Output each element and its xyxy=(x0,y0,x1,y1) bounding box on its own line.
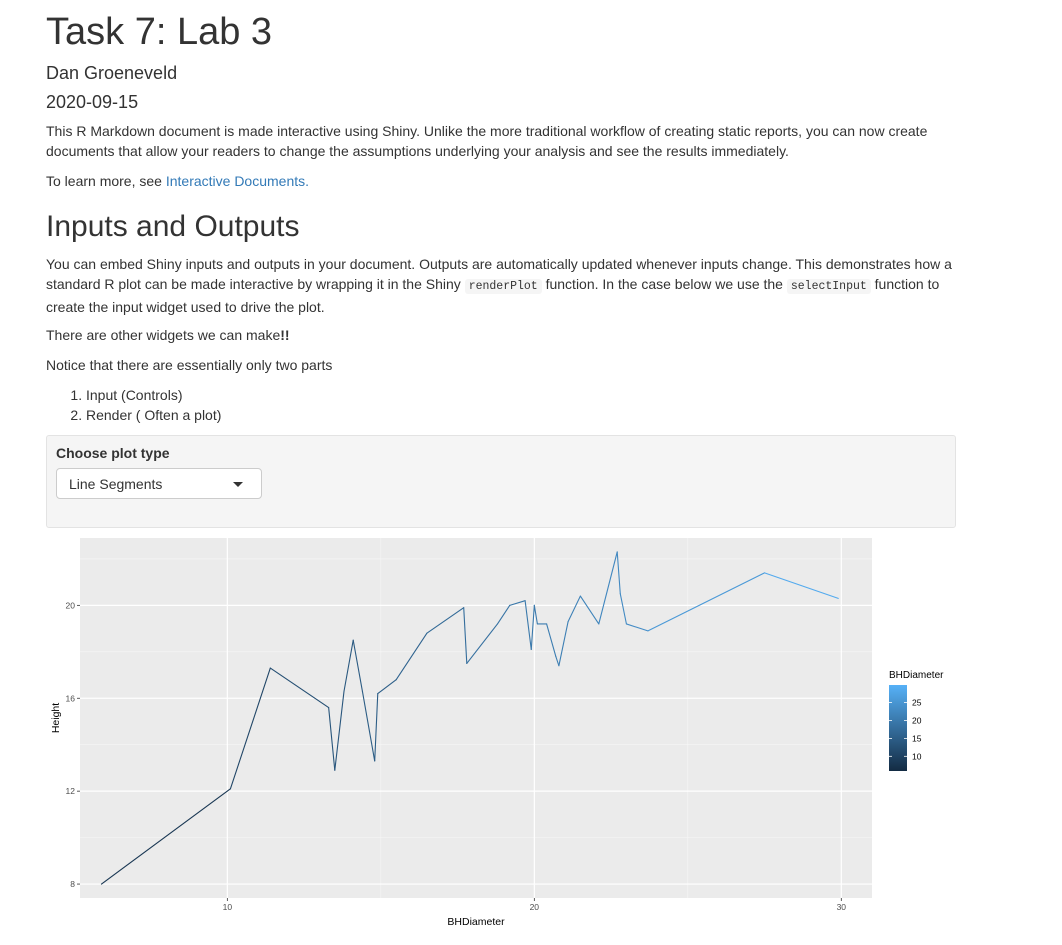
y-tick-label: 16 xyxy=(66,693,76,703)
line-segment xyxy=(352,639,363,692)
line-segment xyxy=(334,690,345,771)
line-segment xyxy=(463,607,468,664)
parts-list: Input (Controls) Render ( Often a plot) xyxy=(46,385,221,425)
line-segment xyxy=(598,551,618,625)
inputs-outputs-paragraph: You can embed Shiny inputs and outputs i… xyxy=(46,254,956,317)
x-axis-title: BHDiameter xyxy=(447,916,505,928)
learn-more-suffix: . xyxy=(305,173,310,189)
legend-colorbar xyxy=(889,685,907,771)
page-title: Task 7: Lab 3 xyxy=(46,11,273,53)
y-tick-label: 20 xyxy=(66,600,76,610)
x-tick-label: 20 xyxy=(530,902,540,912)
plot-panel xyxy=(80,538,872,898)
legend-title: BHDiameter xyxy=(889,670,944,681)
legend-tick-label: 25 xyxy=(912,698,922,708)
line-segment xyxy=(395,632,428,681)
line-segment xyxy=(100,788,231,885)
y-tick-label: 12 xyxy=(66,786,76,796)
author: Dan Groeneveld xyxy=(46,63,178,83)
line-segment xyxy=(567,595,581,623)
line-segment xyxy=(764,572,839,599)
chevron-down-icon[interactable] xyxy=(233,482,243,487)
line-segment xyxy=(496,604,511,625)
legend-tick-label: 15 xyxy=(912,733,922,743)
line-segment xyxy=(616,551,621,595)
interactive-documents-link[interactable]: Interactive Documents xyxy=(165,173,306,189)
line-segment xyxy=(625,623,649,632)
y-axis-title: Height xyxy=(50,703,62,733)
input-panel: Choose plot type Line Segments xyxy=(46,435,956,528)
list-item: Render ( Often a plot) xyxy=(86,405,221,425)
line-segment xyxy=(328,706,336,771)
plot-type-selected-value: Line Segments xyxy=(69,476,163,492)
two-parts-paragraph: Notice that there are essentially only t… xyxy=(46,357,333,373)
legend-tick-label: 20 xyxy=(912,715,922,725)
date: 2020-09-15 xyxy=(46,92,139,112)
render-plot-code: renderPlot xyxy=(464,279,542,294)
y-tick-label: 8 xyxy=(70,879,75,889)
para1-part-a: You can embed Shiny inputs and outputs i… xyxy=(46,256,952,292)
line-segment xyxy=(361,690,376,762)
legend-tick-label: 10 xyxy=(912,751,922,761)
select-input-code: selectInput xyxy=(786,279,871,294)
plot-type-label: Choose plot type xyxy=(56,445,170,461)
line-segment xyxy=(509,600,526,606)
line-segment xyxy=(229,667,271,790)
line-segments-chart: 10 20 30 8 12 16 20 BHDiameter Height BHDiameter 1… xyxy=(50,538,944,928)
plot-type-select[interactable]: Line Segments xyxy=(56,468,262,499)
plot-output: 10 20 30 8 12 16 20 BHDiameter Height BHDiameter 1… xyxy=(46,533,966,938)
learn-more-prefix: To learn more, see xyxy=(46,173,166,189)
line-segment xyxy=(579,595,600,625)
line-segment xyxy=(619,593,627,625)
learn-more-paragraph: To learn more, see Interactive Documents… xyxy=(46,171,956,191)
widgets-text: There are other widgets we can make xyxy=(46,327,281,343)
line-segment xyxy=(558,621,569,667)
line-segment xyxy=(377,679,397,695)
widgets-paragraph: There are other widgets we can make!! xyxy=(46,325,956,345)
line-segment xyxy=(647,572,766,632)
list-item: Input (Controls) xyxy=(86,385,221,405)
para1-part-c: function to create the input widget used… xyxy=(46,276,940,315)
intro-paragraph: This R Markdown document is made interac… xyxy=(46,123,928,159)
line-segment xyxy=(374,693,379,762)
line-segment xyxy=(466,623,499,664)
line-segment xyxy=(555,655,560,667)
line-segment xyxy=(426,607,465,634)
x-tick-label: 30 xyxy=(837,902,847,912)
line-segment xyxy=(269,667,330,709)
line-segment xyxy=(530,604,535,651)
line-segment xyxy=(524,600,532,651)
x-tick-label: 10 xyxy=(223,902,233,912)
line-segment xyxy=(533,604,538,625)
line-segment xyxy=(546,623,557,658)
widgets-emphasis: !! xyxy=(280,327,290,343)
line-segment xyxy=(343,639,354,692)
section-heading: Inputs and Outputs xyxy=(46,210,300,243)
para1-part-b: function. In the case below we use the xyxy=(541,276,787,292)
